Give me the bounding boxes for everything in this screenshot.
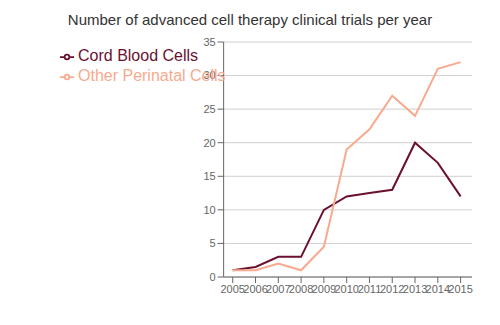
svg-text:35: 35 (203, 36, 215, 48)
svg-text:5: 5 (210, 237, 216, 249)
svg-text:2012: 2012 (380, 283, 404, 295)
svg-text:2010: 2010 (334, 283, 358, 295)
svg-text:0: 0 (210, 271, 216, 283)
svg-text:2008: 2008 (289, 283, 313, 295)
svg-text:2009: 2009 (312, 283, 336, 295)
svg-text:2014: 2014 (426, 283, 450, 295)
svg-text:2006: 2006 (243, 283, 267, 295)
svg-text:15: 15 (203, 170, 215, 182)
svg-text:10: 10 (203, 204, 215, 216)
svg-text:2007: 2007 (266, 283, 290, 295)
svg-text:2005: 2005 (220, 283, 244, 295)
svg-text:2015: 2015 (448, 283, 472, 295)
svg-text:2011: 2011 (358, 283, 382, 295)
svg-text:2013: 2013 (403, 283, 427, 295)
svg-text:25: 25 (203, 103, 215, 115)
svg-text:30: 30 (203, 69, 215, 81)
svg-text:20: 20 (203, 137, 215, 149)
